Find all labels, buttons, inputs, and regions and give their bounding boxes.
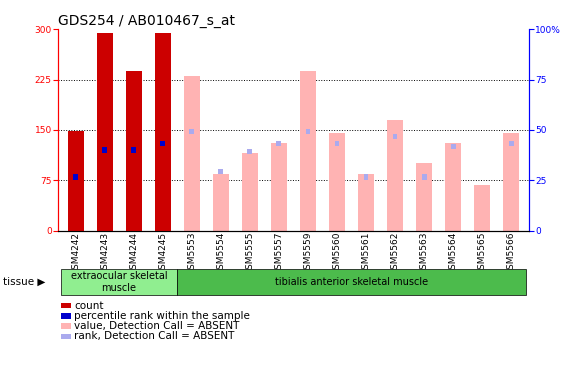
Bar [131, 147, 136, 153]
Bar [445, 143, 461, 231]
Text: count: count [74, 300, 104, 311]
Bar [67, 131, 84, 231]
Text: value, Detection Call = ABSENT: value, Detection Call = ABSENT [74, 321, 240, 331]
Bar [160, 141, 165, 146]
Bar [184, 76, 200, 231]
Bar [358, 173, 374, 231]
Bar [73, 174, 78, 180]
Bar [422, 174, 426, 180]
Text: tissue ▶: tissue ▶ [3, 277, 45, 287]
Bar [248, 149, 252, 154]
Bar [213, 173, 229, 231]
Bar [189, 128, 194, 134]
Bar [451, 144, 456, 149]
Bar [509, 141, 514, 146]
Bar [300, 71, 316, 231]
Bar [102, 147, 107, 153]
Bar [393, 134, 397, 139]
Bar [125, 71, 142, 231]
Text: extraocular skeletal
muscle: extraocular skeletal muscle [71, 271, 167, 293]
Text: tibialis anterior skeletal muscle: tibialis anterior skeletal muscle [275, 277, 428, 287]
Text: rank, Detection Call = ABSENT: rank, Detection Call = ABSENT [74, 331, 235, 341]
Bar [155, 33, 171, 231]
Bar [329, 133, 345, 231]
Bar [271, 143, 287, 231]
Bar [474, 185, 490, 231]
Bar [306, 128, 310, 134]
Bar [416, 164, 432, 231]
Bar [387, 120, 403, 231]
Bar [242, 153, 258, 231]
Bar [364, 174, 368, 180]
Bar [503, 133, 519, 231]
Text: percentile rank within the sample: percentile rank within the sample [74, 311, 250, 321]
Bar [218, 169, 223, 174]
Bar [335, 141, 339, 146]
Text: GDS254 / AB010467_s_at: GDS254 / AB010467_s_at [58, 14, 235, 28]
Bar [277, 141, 281, 146]
Bar [96, 33, 113, 231]
